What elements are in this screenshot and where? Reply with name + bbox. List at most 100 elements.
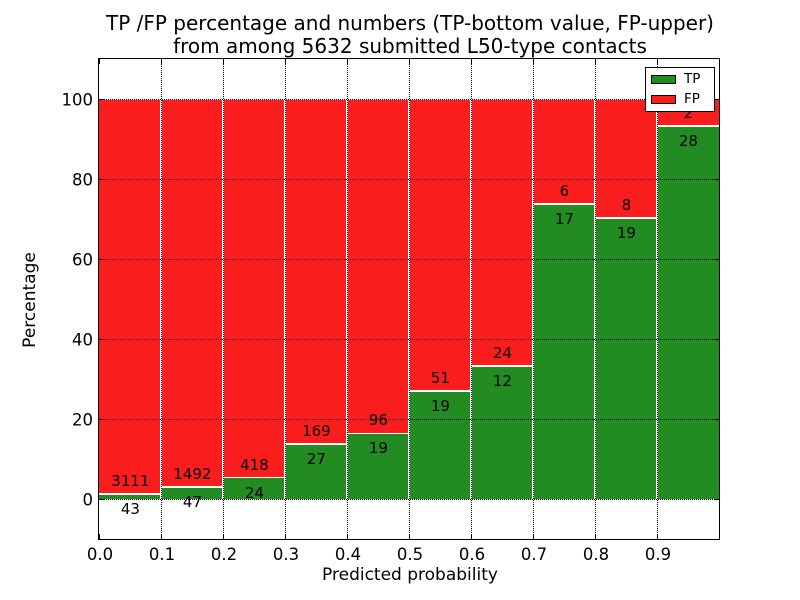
bar-segment-tp bbox=[595, 217, 658, 500]
tp-count-label: 27 bbox=[306, 450, 326, 469]
fp-count-label: 24 bbox=[492, 344, 512, 363]
chart-title-line1: TP /FP percentage and numbers (TP-bottom… bbox=[106, 11, 714, 35]
bar-edge bbox=[471, 365, 534, 367]
x-tick-mark bbox=[408, 59, 411, 65]
bar-segment-fp bbox=[285, 99, 348, 445]
chart-title-line2: from among 5632 submitted L50-type conta… bbox=[173, 34, 647, 58]
bar-segment-tp bbox=[99, 493, 162, 500]
y-tick-mark bbox=[714, 258, 720, 261]
x-gridline bbox=[595, 59, 597, 540]
x-gridline bbox=[409, 59, 411, 540]
legend-label: TP bbox=[684, 71, 701, 87]
x-gridline bbox=[657, 59, 659, 540]
x-tick-label: 0.6 bbox=[458, 545, 486, 564]
tp-count-label: 19 bbox=[616, 223, 636, 242]
fp-count-label: 169 bbox=[302, 422, 331, 441]
bar-segment-tp bbox=[533, 203, 596, 500]
y-tick-mark bbox=[714, 178, 720, 181]
fp-count-label: 418 bbox=[240, 455, 269, 474]
bar-segment-fp bbox=[595, 99, 658, 218]
x-gridline bbox=[223, 59, 225, 540]
x-tick-mark bbox=[532, 534, 535, 540]
legend-swatch-fp bbox=[651, 94, 676, 104]
y-tick-mark bbox=[714, 338, 720, 341]
x-tick-label: 0.8 bbox=[582, 545, 610, 564]
y-tick-label: 0 bbox=[82, 490, 94, 510]
fp-count-label: 1492 bbox=[173, 465, 212, 484]
y-tick-mark bbox=[99, 178, 105, 181]
legend: TP FP bbox=[645, 67, 715, 112]
x-tick-mark bbox=[284, 59, 287, 65]
x-gridline bbox=[347, 59, 349, 540]
x-tick-mark bbox=[656, 534, 659, 540]
y-tick-mark bbox=[99, 338, 105, 341]
bar-segment-tp bbox=[471, 366, 534, 500]
tp-count-label: 19 bbox=[430, 396, 450, 415]
plot-area: 3111 43 1492 47 418 24 169 27 96 19 51 19 24 12 6 17 8 19… bbox=[98, 58, 721, 541]
x-gridline bbox=[471, 59, 473, 540]
y-tick-mark bbox=[714, 418, 720, 421]
legend-swatch-tp bbox=[651, 75, 676, 85]
x-tick-mark bbox=[594, 59, 597, 65]
x-tick-label: 0.4 bbox=[334, 545, 362, 564]
bar-segment-tp bbox=[285, 444, 348, 500]
bar-segment-tp bbox=[161, 487, 224, 500]
bar-segment-fp bbox=[223, 99, 286, 478]
bar-edge bbox=[347, 432, 410, 435]
legend-item-tp: TP bbox=[651, 71, 709, 87]
bar-edge bbox=[409, 390, 472, 392]
legend-item-fp: FP bbox=[651, 92, 709, 107]
y-axis-label: Percentage bbox=[20, 252, 40, 348]
bar-edge bbox=[223, 476, 286, 479]
bar-edge bbox=[161, 486, 224, 488]
bar-segment-fp bbox=[533, 99, 596, 204]
bar-segment-fp bbox=[409, 99, 472, 391]
fp-count-label: 96 bbox=[368, 411, 388, 430]
x-tick-mark bbox=[594, 534, 597, 540]
x-tick-mark bbox=[470, 59, 473, 65]
y-tick-mark bbox=[99, 98, 105, 101]
y-tick-label: 100 bbox=[61, 90, 94, 110]
bar-edge bbox=[657, 125, 720, 127]
bar-edge bbox=[285, 443, 348, 446]
bar-edge bbox=[595, 217, 658, 219]
x-tick-label: 0.1 bbox=[148, 545, 176, 564]
x-tick-label: 0.5 bbox=[396, 545, 424, 564]
bar-segment-fp bbox=[347, 99, 410, 434]
fp-count-label: 51 bbox=[430, 368, 450, 387]
fp-count-label: 2 bbox=[683, 104, 694, 123]
x-tick-mark bbox=[346, 534, 349, 540]
fp-count-label: 3111 bbox=[111, 471, 150, 490]
y-tick-mark bbox=[99, 498, 105, 501]
bar-segment-tp bbox=[223, 477, 286, 500]
tp-count-label: 17 bbox=[554, 209, 574, 228]
y-tick-mark bbox=[714, 98, 720, 101]
x-tick-mark bbox=[222, 534, 225, 540]
y-tick-label: 40 bbox=[72, 330, 93, 350]
y-tick-mark bbox=[99, 258, 105, 261]
x-tick-mark bbox=[160, 534, 163, 540]
tp-count-label: 47 bbox=[182, 493, 202, 512]
bar-edge bbox=[99, 493, 162, 495]
bar-segment-fp bbox=[99, 99, 162, 494]
bar-segment-fp bbox=[161, 99, 224, 488]
y-tick-label: 20 bbox=[72, 410, 93, 430]
x-tick-mark bbox=[98, 59, 101, 65]
tp-count-label: 19 bbox=[368, 439, 388, 458]
bar-segment-fp bbox=[471, 99, 534, 367]
x-gridline bbox=[161, 59, 163, 540]
tp-count-label: 24 bbox=[244, 483, 264, 502]
y-tick-label: 60 bbox=[72, 250, 93, 270]
x-tick-label: 0.9 bbox=[644, 545, 672, 564]
x-tick-mark bbox=[98, 534, 101, 540]
x-tick-label: 0.2 bbox=[210, 545, 238, 564]
fp-count-label: 6 bbox=[559, 181, 570, 200]
bar-segment-tp bbox=[347, 433, 410, 500]
fp-count-label: 8 bbox=[621, 195, 632, 214]
x-tick-mark bbox=[284, 534, 287, 540]
x-tick-label: 0.3 bbox=[272, 545, 300, 564]
x-tick-mark bbox=[656, 59, 659, 65]
x-axis-label: Predicted probability bbox=[322, 565, 498, 585]
x-tick-mark bbox=[346, 59, 349, 65]
